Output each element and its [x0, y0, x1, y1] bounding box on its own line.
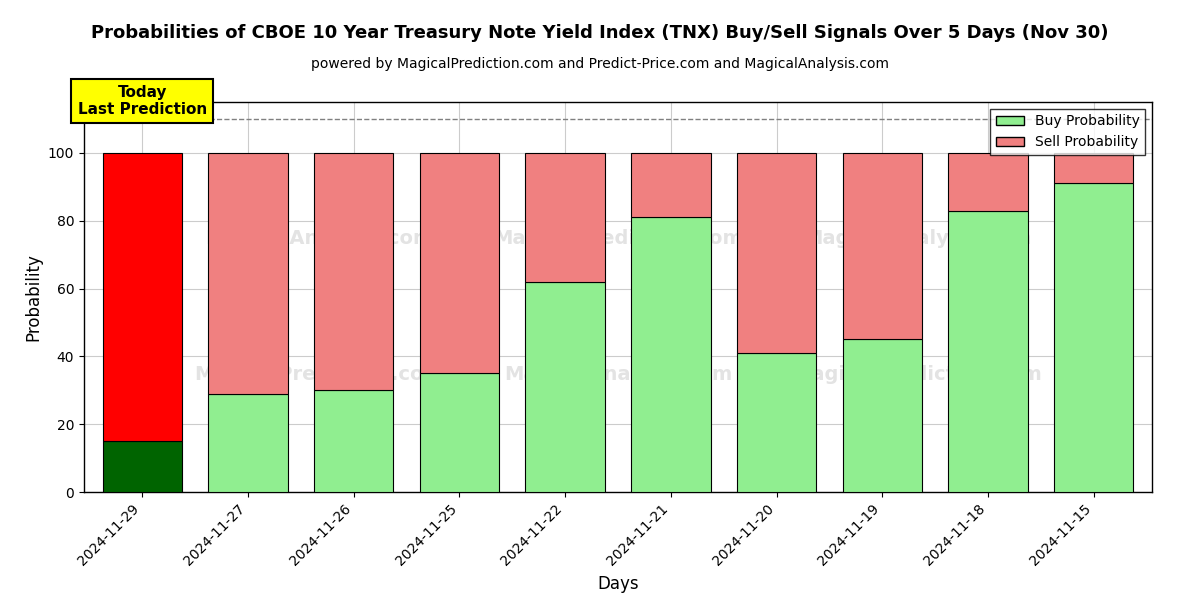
- Bar: [102, 441, 182, 492]
- Bar: [526, 282, 605, 492]
- Text: MagicalPrediction.com: MagicalPrediction.com: [194, 365, 444, 385]
- Bar: [209, 153, 288, 394]
- Y-axis label: Probability: Probability: [24, 253, 42, 341]
- Bar: [948, 211, 1027, 492]
- Bar: [102, 153, 182, 441]
- Legend: Buy Probability, Sell Probability: Buy Probability, Sell Probability: [990, 109, 1145, 155]
- Bar: [1054, 184, 1134, 492]
- Bar: [526, 153, 605, 282]
- Bar: [737, 353, 816, 492]
- Text: Probabilities of CBOE 10 Year Treasury Note Yield Index (TNX) Buy/Sell Signals O: Probabilities of CBOE 10 Year Treasury N…: [91, 24, 1109, 42]
- Bar: [842, 340, 922, 492]
- Text: MagicalPrediction.com: MagicalPrediction.com: [792, 365, 1042, 385]
- Text: Today
Last Prediction: Today Last Prediction: [78, 85, 206, 117]
- Text: powered by MagicalPrediction.com and Predict-Price.com and MagicalAnalysis.com: powered by MagicalPrediction.com and Pre…: [311, 57, 889, 71]
- Bar: [631, 217, 710, 492]
- Bar: [314, 153, 394, 390]
- Bar: [1054, 153, 1134, 184]
- Bar: [948, 153, 1027, 211]
- X-axis label: Days: Days: [598, 575, 638, 593]
- Bar: [631, 153, 710, 217]
- Bar: [314, 390, 394, 492]
- Bar: [420, 153, 499, 373]
- Text: MagicalAnalysis.com: MagicalAnalysis.com: [504, 365, 732, 385]
- Bar: [420, 373, 499, 492]
- Text: MagicalAnalysis.com: MagicalAnalysis.com: [205, 229, 433, 248]
- Bar: [842, 153, 922, 340]
- Text: MagicalAnalysis.com: MagicalAnalysis.com: [803, 229, 1031, 248]
- Bar: [737, 153, 816, 353]
- Text: MagicalPrediction.com: MagicalPrediction.com: [493, 229, 743, 248]
- Bar: [209, 394, 288, 492]
